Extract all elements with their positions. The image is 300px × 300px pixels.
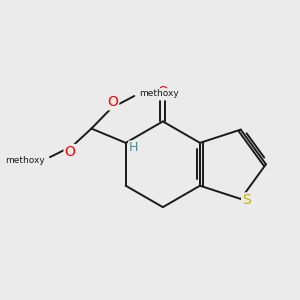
Text: methoxy: methoxy (5, 155, 45, 164)
Text: H: H (129, 142, 138, 154)
Text: S: S (242, 194, 251, 207)
Text: methoxy: methoxy (140, 88, 179, 98)
Text: O: O (107, 95, 118, 109)
Text: O: O (158, 85, 168, 99)
Text: O: O (64, 145, 75, 159)
